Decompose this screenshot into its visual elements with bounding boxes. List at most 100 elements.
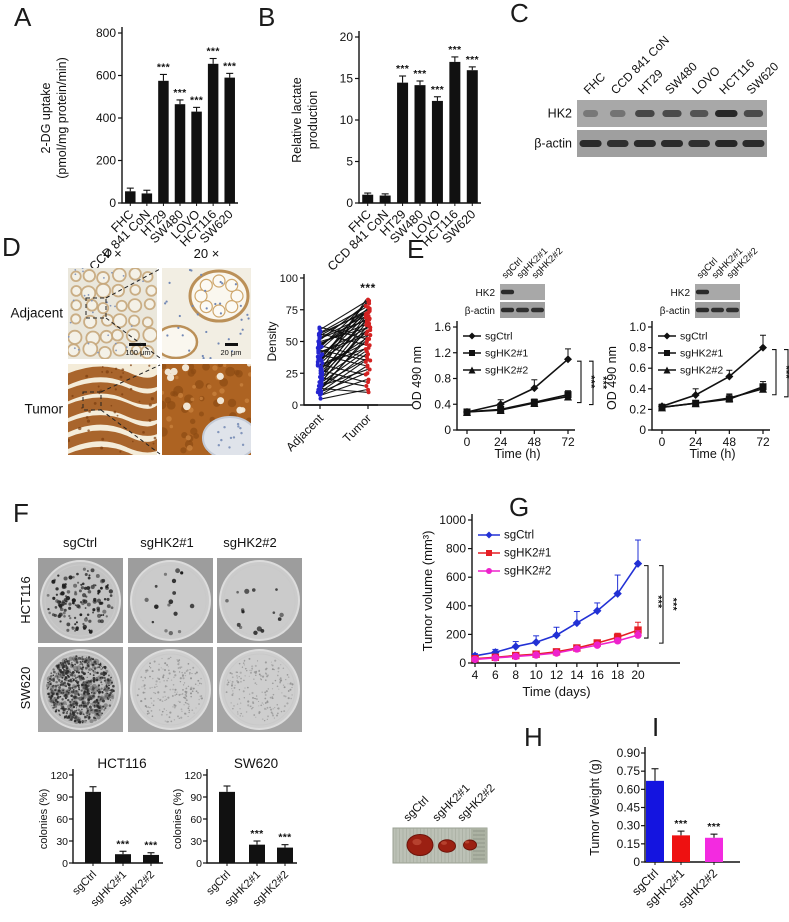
colony-dot (71, 674, 74, 677)
colony-dot (68, 575, 73, 580)
colony-dot (72, 700, 79, 706)
colony-dot (81, 708, 83, 711)
colony-dot (55, 593, 59, 596)
colony-dot (271, 697, 274, 700)
colony-dot (76, 676, 79, 678)
colony-dot (73, 710, 77, 714)
colony-dot (110, 699, 112, 701)
colony-dot (77, 680, 80, 683)
colony-dot (247, 704, 250, 707)
gland-ring (97, 302, 110, 315)
colony-dot (77, 694, 80, 696)
colony-dot (87, 679, 91, 683)
gland-ring (112, 268, 127, 283)
colony-dot (200, 677, 202, 680)
colony-dot (256, 660, 259, 662)
significance-stars: *** (652, 595, 664, 609)
colony-dot (98, 665, 101, 669)
dark-blob (187, 369, 195, 377)
colony-dot (243, 679, 245, 682)
colony-dot (270, 711, 273, 714)
colony-dot (86, 586, 91, 591)
plate-rim (134, 564, 207, 637)
colony-dot (51, 691, 56, 696)
y-tick-label: 400 (446, 599, 466, 613)
colony-dot (160, 713, 163, 716)
y-axis-label: (pmol/mg protein/min) (55, 57, 69, 179)
colony-dot (74, 658, 78, 661)
colony-dot (68, 602, 72, 606)
colony-dot (89, 658, 92, 661)
tumor-point (364, 383, 369, 388)
nucleus-dot (247, 317, 250, 320)
colony-dot (75, 707, 78, 709)
colony-dot (100, 681, 103, 684)
nucleus-dot (69, 321, 72, 324)
colony-dot (163, 679, 165, 682)
colony-dot (90, 694, 96, 700)
gland-lobule (212, 274, 226, 288)
nucleus-dot (239, 332, 242, 335)
colony-dot (253, 671, 256, 674)
colony-dot (180, 716, 183, 719)
colony-dot (236, 703, 239, 705)
colony-dot (236, 680, 238, 682)
x-tick-label: 16 (591, 668, 605, 682)
gland-ring (125, 328, 141, 343)
speckle (113, 410, 117, 414)
colony-dot (62, 691, 65, 694)
colony-dot (86, 694, 93, 701)
colony-dot (176, 659, 178, 661)
colony-dot (195, 690, 198, 693)
plate-HCT116-sgCtrl (38, 558, 123, 643)
gland-ring (83, 314, 98, 329)
colony-dot (242, 715, 244, 717)
colony-dot (84, 607, 87, 609)
nucleus-dot (202, 357, 205, 359)
white-hole (164, 368, 172, 376)
colony-dot (48, 681, 53, 686)
colony-dot (169, 688, 172, 691)
colony-dot (251, 670, 253, 672)
colony-dot (162, 696, 164, 698)
speckle (98, 392, 101, 395)
colony-dot (93, 709, 97, 712)
blot-strip-HK2 (695, 284, 740, 300)
chart-svg-i: 0 0.15 0.30 0.45 0.60 0.75 0.90 Tumor Weight (g… (588, 746, 740, 911)
y-tick-label: 0 (346, 196, 353, 210)
colony-dot (240, 677, 242, 680)
colony-dot (98, 693, 100, 695)
colony-dot (79, 710, 84, 715)
bar-sgHK2#2 (705, 837, 723, 862)
y-tick-label: 600 (96, 69, 116, 83)
dark-blob (162, 427, 168, 437)
colony-dot (56, 689, 62, 695)
colony-dot (69, 704, 75, 710)
colony-dot (244, 667, 247, 670)
colony-dot (244, 687, 246, 689)
tumor-point (364, 331, 369, 336)
blot-band (635, 110, 655, 117)
blot-band (633, 140, 656, 147)
colony-dot (157, 691, 160, 694)
nucleus-dot (111, 271, 113, 274)
colony-dot (63, 614, 66, 618)
colony-dot (82, 658, 84, 660)
colony-dot (67, 662, 71, 665)
y-tick-label: 0.4 (629, 382, 646, 396)
colony-dot (71, 715, 75, 719)
gland-ring (70, 299, 83, 311)
colony-dot (59, 695, 62, 698)
colony-dot (92, 690, 97, 695)
cell-blob (178, 392, 184, 398)
x-tick-label: 4 (472, 668, 479, 682)
colony-dot (149, 707, 151, 709)
colony-dot (93, 660, 97, 664)
paired-scatter-density: 0 25 50 75 100 Density Adjacent Tumor *** (265, 273, 412, 454)
ihc-image-adjacent-4x: 100 μm (68, 268, 157, 359)
colony-dot (181, 671, 183, 674)
y-tick-label: 400 (96, 111, 116, 125)
colony-dot (161, 657, 163, 660)
tumor-highlight (441, 841, 447, 845)
culture-plate (219, 649, 300, 730)
